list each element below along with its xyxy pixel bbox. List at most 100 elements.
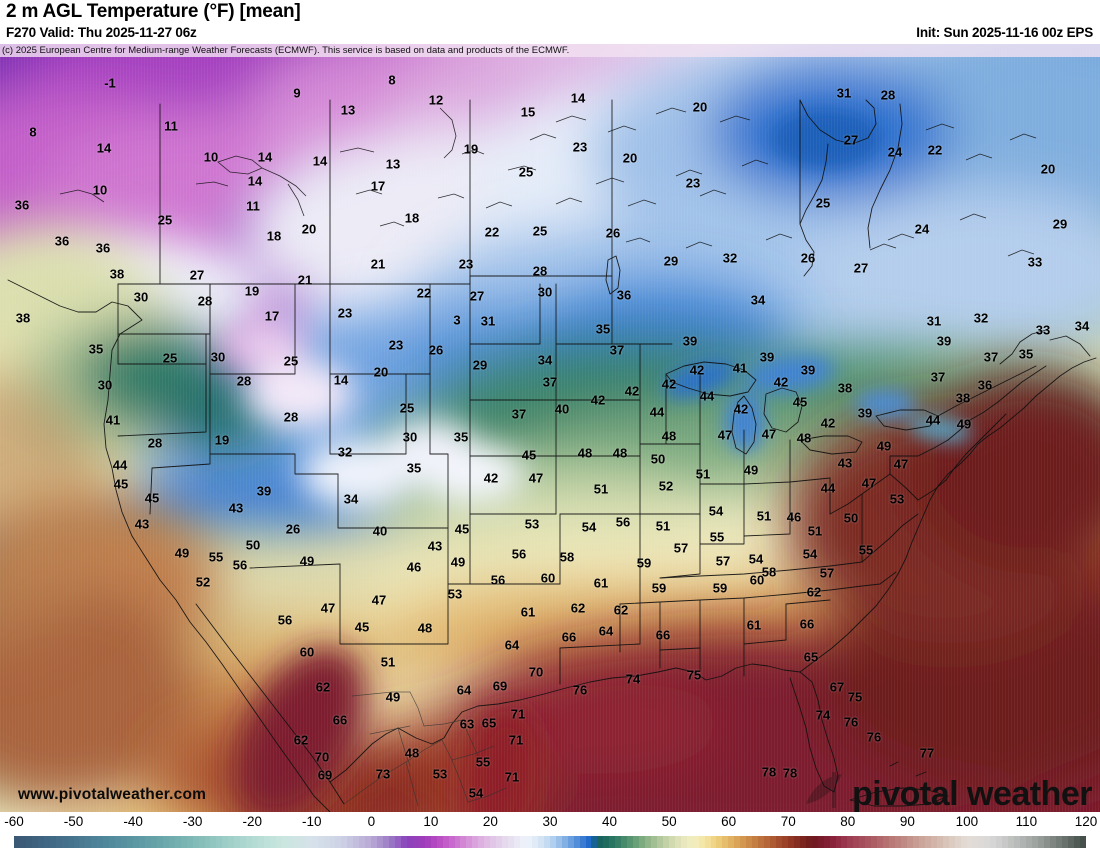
colorbar-swatch (240, 836, 247, 848)
temperature-value: 66 (655, 627, 671, 643)
colorbar-swatch (740, 836, 747, 848)
colorbar-swatch (817, 836, 824, 848)
temperature-value: 38 (955, 390, 971, 406)
temperature-value: 42 (733, 401, 749, 417)
colorbar-swatch (365, 836, 372, 848)
colorbar-tick-label: 100 (955, 814, 979, 829)
temperature-value: 66 (332, 712, 348, 728)
temperature-value: 50 (843, 510, 859, 526)
temperature-value: 59 (651, 580, 667, 596)
colorbar-swatch (269, 836, 276, 848)
colorbar-swatch (19, 836, 26, 848)
colorbar-swatch (478, 836, 485, 848)
colorbar-swatch (948, 836, 955, 848)
temperature-value: 37 (542, 374, 558, 390)
colorbar-swatch (335, 836, 342, 848)
colorbar-swatch (139, 836, 145, 848)
colorbar-swatch (121, 836, 128, 848)
temperature-value: 32 (722, 250, 738, 266)
temperature-value: 19 (244, 283, 260, 299)
temperature-value: 43 (427, 538, 443, 554)
temperature-value: 23 (685, 175, 701, 191)
colorbar-swatch (490, 836, 497, 848)
temperature-value: 27 (843, 132, 859, 148)
temperature-value: 44 (649, 404, 665, 420)
temperature-value: 41 (732, 360, 748, 376)
temperature-value: 34 (537, 352, 553, 368)
temperature-value: 20 (301, 221, 317, 237)
colorbar-swatch (85, 836, 92, 848)
temperature-value: 27 (189, 267, 205, 283)
temperature-value: 32 (973, 310, 989, 326)
temperature-value: 56 (615, 514, 631, 530)
temperature-value: 33 (1035, 322, 1051, 338)
temperature-value: 37 (609, 342, 625, 358)
temperature-value: 61 (520, 604, 536, 620)
colorbar-swatch (1002, 836, 1009, 848)
colorbar-tick-label: 60 (721, 814, 737, 829)
temperature-value: 52 (658, 478, 674, 494)
colorbar-swatch (43, 836, 50, 848)
temperature-value: 31 (836, 85, 852, 101)
temperature-value: 45 (354, 619, 370, 635)
temperature-value: 45 (113, 476, 129, 492)
colorbar-swatch (454, 836, 461, 848)
colorbar-swatch (650, 836, 657, 848)
colorbar-swatch (829, 836, 836, 848)
colorbar-swatch (734, 836, 741, 848)
temperature-value: 78 (782, 765, 798, 781)
temperature-raster (0, 44, 1100, 812)
colorbar-swatch (901, 836, 907, 848)
colorbar-swatch (25, 836, 32, 848)
colorbar-swatch (287, 836, 294, 848)
temperature-value: 28 (283, 409, 299, 425)
colorbar-swatch (198, 836, 205, 848)
temperature-value: 48 (796, 430, 812, 446)
temperature-value: 42 (773, 374, 789, 390)
colorbar-swatch (668, 836, 675, 848)
colorbar-tick-label: 80 (840, 814, 856, 829)
temperature-value: 37 (983, 349, 999, 365)
temperature-value: 25 (157, 212, 173, 228)
temperature-value: 47 (371, 592, 387, 608)
temperature-value: 11 (246, 198, 260, 214)
colorbar-swatch (877, 836, 884, 848)
colorbar-swatch (484, 836, 491, 848)
colorbar-swatch (508, 836, 515, 848)
colorbar-swatch (895, 836, 902, 848)
temperature-value: 49 (299, 553, 315, 569)
colorbar-swatch (823, 836, 830, 848)
colorbar-swatch (424, 836, 431, 848)
colorbar-swatch (389, 836, 395, 848)
temperature-value: 47 (528, 470, 544, 486)
temperature-value: 55 (475, 754, 491, 770)
colorbar-swatch (115, 836, 122, 848)
temperature-value: 45 (792, 394, 808, 410)
temperature-value: 46 (786, 509, 802, 525)
colorbar-swatch (371, 836, 378, 848)
temperature-value: 78 (761, 764, 777, 780)
temperature-value: 62 (613, 602, 629, 618)
colorbar-swatch (906, 836, 913, 848)
temperature-map[interactable]: -1 9 8 8 13 12 15 14 20 31 28 11 14 10 14 14 13 19 25 23 20 2… (0, 44, 1100, 812)
temperature-value: 44 (112, 457, 128, 473)
temperature-value: 47 (861, 475, 877, 491)
temperature-value: 53 (524, 516, 540, 532)
colorbar[interactable]: -60 -50 -40 -30 -20 -10 0 10 20 30 40 50 60 70 80 90 100… (0, 812, 1100, 850)
colorbar-swatch (930, 836, 937, 848)
colorbar-swatch (347, 836, 354, 848)
colorbar-swatch (680, 836, 687, 848)
colorbar-swatch (1067, 836, 1074, 848)
temperature-value: 71 (504, 769, 520, 785)
temperature-value: 14 (333, 372, 349, 388)
temperature-value: 14 (312, 153, 328, 169)
temperature-value: 39 (800, 362, 816, 378)
temperature-value: 48 (612, 445, 628, 461)
colorbar-swatch (1026, 836, 1032, 848)
temperature-value: 39 (256, 483, 272, 499)
temperature-value: 34 (343, 491, 359, 507)
temperature-value: 30 (210, 349, 226, 365)
temperature-value: 42 (624, 383, 640, 399)
temperature-value: 36 (14, 197, 30, 213)
temperature-value: 55 (208, 549, 224, 565)
